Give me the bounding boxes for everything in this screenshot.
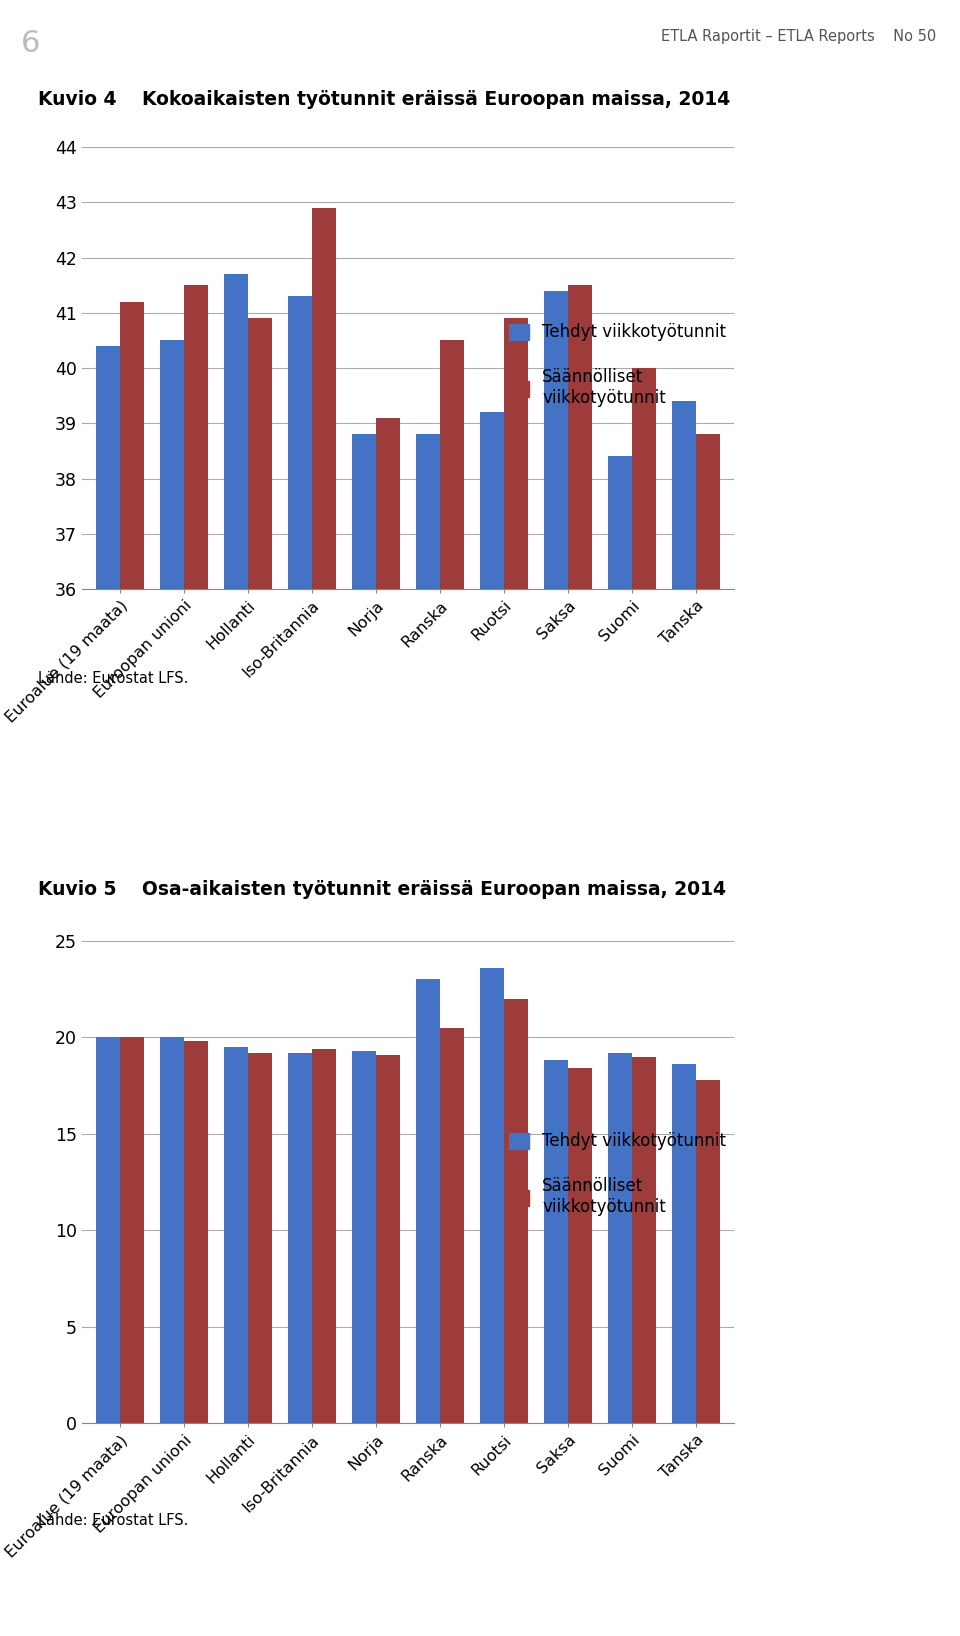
Bar [120,303,144,1636]
Bar [608,1052,632,1423]
Bar [504,998,528,1423]
Legend: Tehdyt viikkotyötunnit, Säännölliset
viikkotyötunnit: Tehdyt viikkotyötunnit, Säännölliset vii… [509,324,726,407]
Bar [96,347,120,1636]
Bar [440,340,465,1636]
Bar [632,368,657,1636]
Bar [504,319,528,1636]
Bar [184,285,208,1636]
Bar [480,969,504,1423]
Bar [696,435,720,1636]
Bar [288,296,312,1636]
Bar [312,208,336,1636]
Bar [543,1060,568,1423]
Bar [351,1050,376,1423]
Bar [312,1049,336,1423]
Bar [632,1057,657,1423]
Bar [351,435,376,1636]
Bar [480,412,504,1636]
Bar [184,1040,208,1423]
Bar [159,340,184,1636]
Bar [416,980,440,1423]
Text: 6: 6 [21,29,40,59]
Bar [696,1080,720,1423]
Bar [288,1052,312,1423]
Text: Kuvio 4: Kuvio 4 [38,90,117,110]
Text: Lähde: Eurostat LFS.: Lähde: Eurostat LFS. [38,1513,189,1528]
Bar [672,1065,696,1423]
Bar [96,1037,120,1423]
Bar [568,285,592,1636]
Text: Lähde: Eurostat LFS.: Lähde: Eurostat LFS. [38,671,189,685]
Bar [376,1055,400,1423]
Text: Osa-aikaisten työtunnit eräissä Euroopan maissa, 2014: Osa-aikaisten työtunnit eräissä Euroopan… [142,880,726,900]
Bar [248,319,273,1636]
Bar [159,1037,184,1423]
Bar [672,401,696,1636]
Bar [568,1068,592,1423]
Bar [224,275,248,1636]
Bar [248,1052,273,1423]
Bar [224,1047,248,1423]
Legend: Tehdyt viikkotyötunnit, Säännölliset
viikkotyötunnit: Tehdyt viikkotyötunnit, Säännölliset vii… [509,1132,726,1216]
Text: ETLA Raportit – ETLA Reports    No 50: ETLA Raportit – ETLA Reports No 50 [660,29,936,44]
Bar [120,1037,144,1423]
Bar [608,456,632,1636]
Bar [416,435,440,1636]
Bar [543,291,568,1636]
Bar [440,1027,465,1423]
Text: Kokoaikaisten työtunnit eräissä Euroopan maissa, 2014: Kokoaikaisten työtunnit eräissä Euroopan… [142,90,731,110]
Bar [376,417,400,1636]
Text: Kuvio 5: Kuvio 5 [38,880,117,900]
